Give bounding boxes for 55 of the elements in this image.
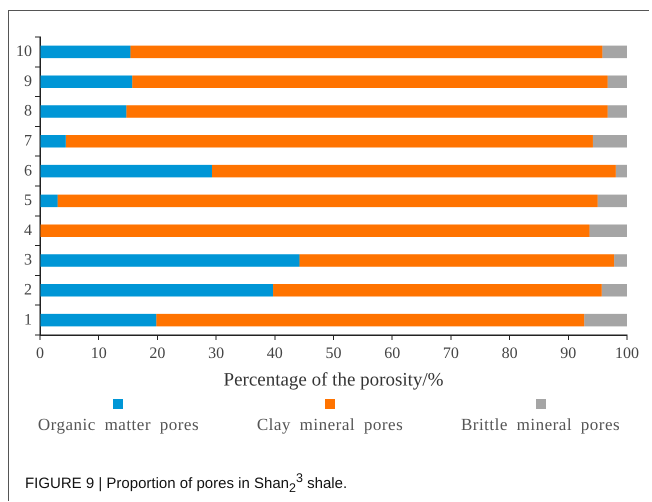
x-axis-title: Percentage of the porosity/% <box>223 370 444 391</box>
bar <box>602 46 627 58</box>
bar <box>40 75 132 88</box>
bar <box>616 164 627 178</box>
x-tick-label: 0 <box>36 344 44 362</box>
bar <box>608 75 627 88</box>
y-tick-label: 9 <box>24 72 32 90</box>
bar <box>40 254 300 267</box>
bar <box>66 135 593 148</box>
x-tick-label: 50 <box>326 344 342 362</box>
x-tick-label: 60 <box>384 344 400 362</box>
x-tick-label: 90 <box>560 344 576 362</box>
bar <box>40 284 274 297</box>
bar <box>589 224 627 237</box>
bar <box>40 105 126 118</box>
x-tick-label: 100 <box>615 344 639 362</box>
bar <box>130 46 602 58</box>
bar <box>299 254 614 267</box>
y-tick-label: 3 <box>24 252 32 269</box>
x-tick-label: 40 <box>266 344 283 362</box>
bar <box>608 105 627 118</box>
bar <box>598 194 627 208</box>
x-tick-label: 30 <box>208 344 224 362</box>
bar <box>58 194 598 208</box>
y-tick-label: 4 <box>24 222 32 239</box>
bar <box>584 314 627 326</box>
bar <box>40 46 130 58</box>
y-tick-label: 10 <box>16 43 32 60</box>
bar <box>212 164 616 178</box>
bar <box>40 314 156 326</box>
caption: FIGURE 9 | Proportion of pores in Shan$_{2}$$^{3}$ shale. <box>25 471 348 495</box>
bar <box>614 254 627 267</box>
bar <box>40 224 590 237</box>
y-tick-label: 7 <box>24 132 32 150</box>
bar <box>126 105 608 118</box>
x-tick-label: 10 <box>90 344 107 362</box>
y-tick-label: 6 <box>24 162 32 180</box>
x-tick-label: 70 <box>442 344 459 362</box>
x-tick-label: 80 <box>502 344 518 362</box>
bar <box>40 135 66 148</box>
x-tick-label: 20 <box>149 344 166 362</box>
legend-label: Brittle mineral pores <box>460 415 620 435</box>
y-tick-label: 5 <box>24 192 32 210</box>
y-tick-label: 8 <box>24 102 32 120</box>
bar <box>273 284 602 297</box>
y-tick-label: 1 <box>24 311 32 328</box>
bar <box>132 75 608 88</box>
legend-label: Clay mineral pores <box>256 415 404 435</box>
legend-label: Organic matter pores <box>38 415 200 435</box>
bar <box>40 164 212 178</box>
bar <box>156 314 584 326</box>
bar <box>592 135 627 148</box>
y-tick-label: 2 <box>24 282 32 299</box>
bar <box>602 284 627 297</box>
bar <box>40 194 58 208</box>
